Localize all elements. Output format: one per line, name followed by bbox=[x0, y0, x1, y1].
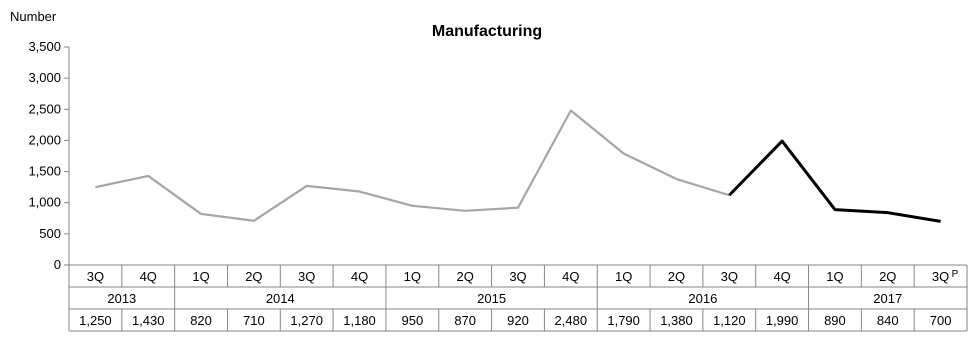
x-axis-quarter-labels: 3Q 4Q 1Q 2Q 3Q 4Q 1Q 2Q 3Q 4Q 1Q 2Q 3Q 4Q 1Q 2Q 3Q P bbox=[87, 269, 959, 284]
x-tick-label: 4Q bbox=[351, 269, 368, 284]
data-value-label: 920 bbox=[507, 313, 529, 328]
x-tick-label: 2Q bbox=[457, 269, 474, 284]
y-axis: 0 500 1,000 1,500 2,000 2,500 3,000 3,500 bbox=[28, 39, 70, 272]
x-tick-label: 1Q bbox=[404, 269, 421, 284]
x-tick-label: 3Q bbox=[509, 269, 526, 284]
y-tick-label: 3,000 bbox=[28, 70, 61, 85]
chart-title: Manufacturing bbox=[432, 23, 542, 40]
x-tick-label: 2Q bbox=[879, 269, 896, 284]
y-tick-label: 1,500 bbox=[28, 164, 61, 179]
x-tick-label: 2Q bbox=[668, 269, 685, 284]
data-value-label: 700 bbox=[930, 313, 952, 328]
year-label: 2013 bbox=[107, 291, 136, 306]
y-tick-label: 500 bbox=[39, 226, 61, 241]
x-tick-label: 3Q bbox=[87, 269, 104, 284]
y-tick-label: 2,500 bbox=[28, 101, 61, 116]
x-tick-label: 1Q bbox=[192, 269, 209, 284]
x-tick-label: 3Q bbox=[721, 269, 738, 284]
data-value-label: 1,180 bbox=[343, 313, 376, 328]
x-tick-label: 3Q bbox=[932, 269, 949, 284]
x-tick-label: 3Q bbox=[298, 269, 315, 284]
year-label: 2016 bbox=[688, 291, 717, 306]
y-tick-label: 2,000 bbox=[28, 132, 61, 147]
data-value-label: 840 bbox=[877, 313, 899, 328]
data-value-label: 1,430 bbox=[132, 313, 165, 328]
provisional-marker: P bbox=[952, 269, 959, 280]
x-tick-label: 4Q bbox=[773, 269, 790, 284]
data-value-label: 1,250 bbox=[79, 313, 112, 328]
series-lines bbox=[95, 109, 941, 223]
y-tick-label: 3,500 bbox=[28, 39, 61, 54]
series-line-recent bbox=[728, 139, 941, 223]
data-table-grid bbox=[68, 264, 968, 332]
series-line-final bbox=[95, 109, 730, 222]
data-value-label: 950 bbox=[402, 313, 424, 328]
data-value-label: 890 bbox=[824, 313, 846, 328]
data-value-label: 710 bbox=[243, 313, 265, 328]
x-axis-year-labels: 2013 2014 2015 2016 2017 bbox=[107, 291, 902, 306]
data-value-label: 1,270 bbox=[290, 313, 323, 328]
x-tick-label: 1Q bbox=[615, 269, 632, 284]
year-label: 2015 bbox=[477, 291, 506, 306]
data-value-label: 1,120 bbox=[713, 313, 746, 328]
y-axis-unit-label: Number bbox=[10, 9, 57, 24]
data-value-label: 2,480 bbox=[555, 313, 588, 328]
year-label: 2014 bbox=[266, 291, 295, 306]
y-tick-label: 1,000 bbox=[28, 195, 61, 210]
x-tick-label: 2Q bbox=[245, 269, 262, 284]
data-value-label: 1,380 bbox=[660, 313, 693, 328]
data-value-label: 870 bbox=[454, 313, 476, 328]
data-table-values: 1,250 1,430 820 710 1,270 1,180 950 870 920 2,480… bbox=[79, 313, 951, 328]
year-label: 2017 bbox=[873, 291, 902, 306]
x-tick-label: 4Q bbox=[140, 269, 157, 284]
data-value-label: 1,790 bbox=[607, 313, 640, 328]
x-tick-label: 4Q bbox=[562, 269, 579, 284]
x-tick-label: 1Q bbox=[826, 269, 843, 284]
data-value-label: 1,990 bbox=[766, 313, 799, 328]
y-tick-label: 0 bbox=[54, 257, 61, 272]
data-value-label: 820 bbox=[190, 313, 212, 328]
